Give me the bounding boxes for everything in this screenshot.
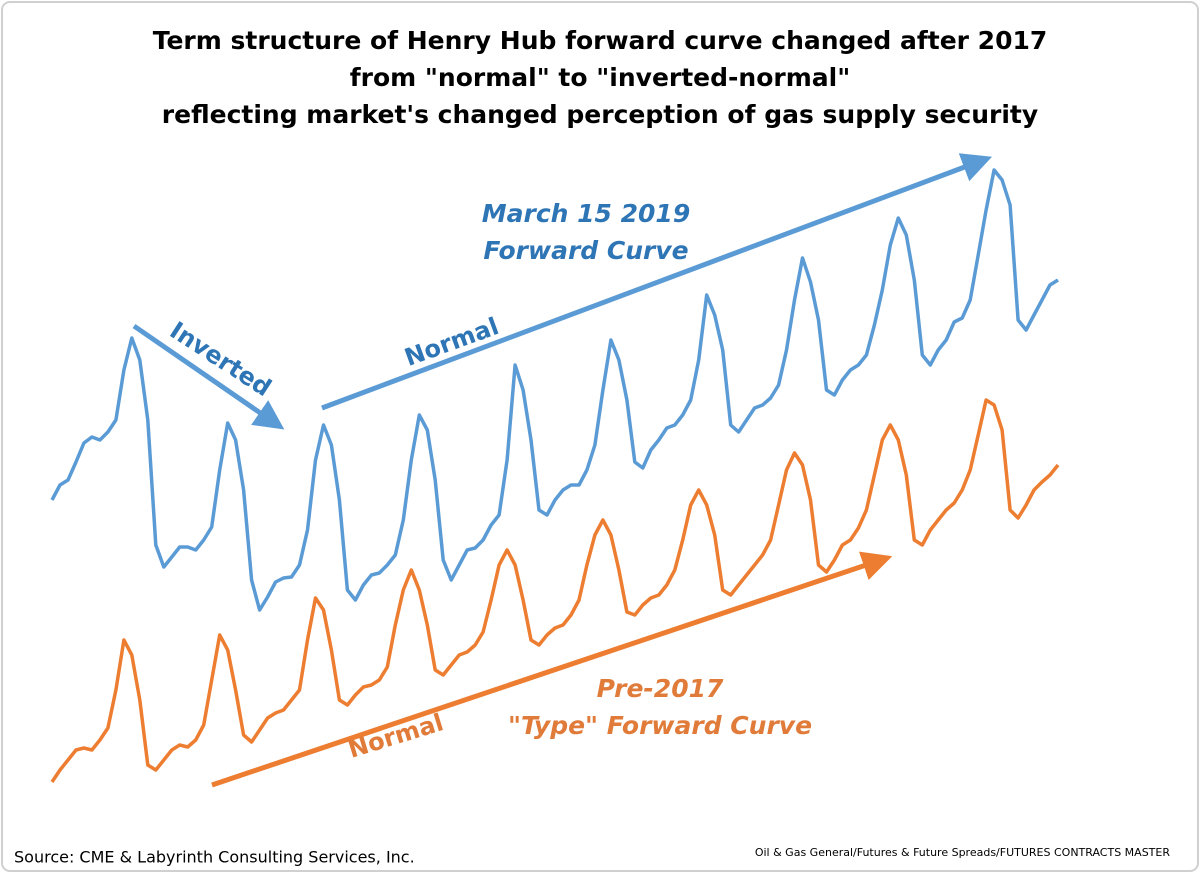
source: Source: CME & Labyrinth Consulting Servi… xyxy=(14,848,415,867)
series-label: March 15 2019 xyxy=(482,199,690,228)
arrow xyxy=(321,153,993,411)
chart-title: from "normal" to "inverted-normal" xyxy=(350,63,850,92)
series-line xyxy=(50,398,1060,783)
series-line xyxy=(50,168,1059,612)
series-label: Forward Curve xyxy=(483,236,688,265)
chart-title: reflecting market's changed perception o… xyxy=(162,100,1038,129)
series-label: "Type" Forward Curve xyxy=(508,711,812,740)
chart-title: Term structure of Henry Hub forward curv… xyxy=(153,26,1048,55)
arrow xyxy=(211,551,893,788)
series-label: Pre-2017 xyxy=(597,674,724,703)
footer: Oil & Gas General/Futures & Future Sprea… xyxy=(755,846,1171,859)
arrow xyxy=(132,323,285,430)
